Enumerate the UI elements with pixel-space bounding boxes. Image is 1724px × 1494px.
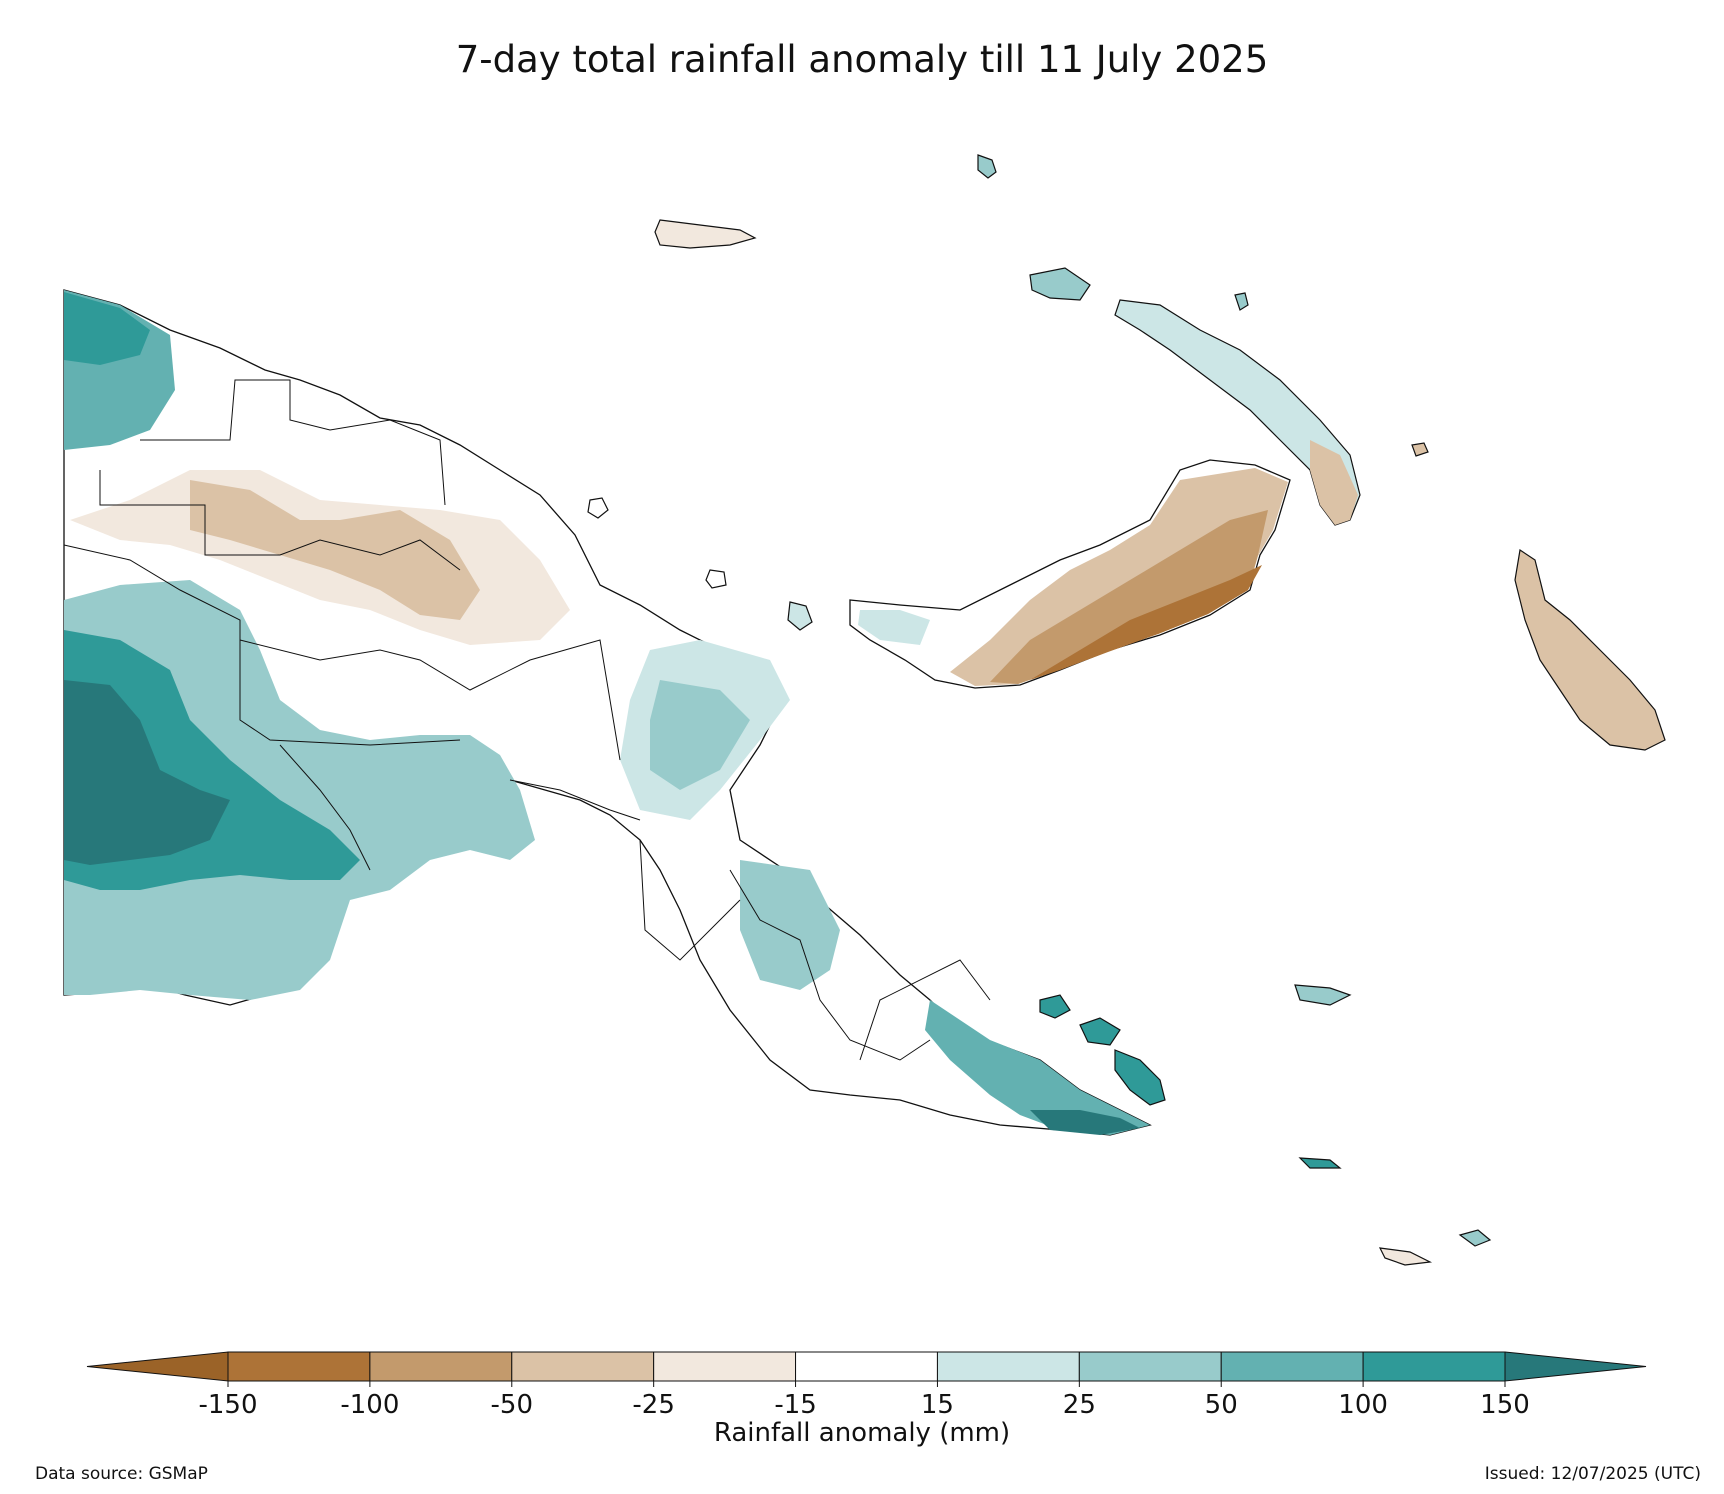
colorbar-bin [653, 1351, 797, 1382]
colorbar-over-extension [1504, 1351, 1647, 1382]
colorbar-bin [511, 1351, 655, 1382]
island-woodlark [1294, 984, 1352, 1006]
anomaly-southeast-teal [740, 860, 840, 990]
new-britain-anomaly-teal [858, 610, 930, 645]
island-lihir [1411, 442, 1429, 457]
colorbar-tick-label: 15 [921, 1390, 954, 1420]
new-ireland-anomaly-brown [1310, 440, 1358, 525]
colorbar [86, 1351, 1647, 1382]
colorbar-bin [227, 1351, 371, 1382]
colorbar-ticks: -150 -100 -50 -25 -15 15 25 50 100 150 [198, 1381, 1530, 1420]
island-bougainville [1514, 548, 1666, 751]
island-mussau [977, 154, 997, 179]
island-misima [1298, 1157, 1342, 1169]
new-britain-anomaly-mid [990, 510, 1268, 684]
island-new-ireland [1029, 267, 1361, 526]
colorbar-bin [1078, 1351, 1222, 1382]
colorbar-tick-label: -25 [632, 1390, 674, 1420]
anomaly-west-teal [64, 580, 535, 1000]
new-britain-anomaly-dark [1030, 565, 1262, 680]
colorbar-tick-label: -100 [340, 1390, 399, 1420]
anomaly-west-core [64, 680, 230, 865]
anomaly-highlands-mid [190, 480, 480, 620]
province-borders [63, 379, 991, 1061]
png-mainland [63, 289, 1152, 1136]
colorbar-tick-label: -15 [774, 1390, 816, 1420]
island-long [705, 569, 727, 589]
data-source-note: Data source: GSMaP [35, 1464, 208, 1484]
island-karkar [587, 497, 609, 519]
island-fergusson [1114, 1049, 1166, 1106]
colorbar-tick-label: 50 [1205, 1390, 1238, 1420]
colorbar-tick-label: 25 [1063, 1390, 1096, 1420]
island-sudest [1378, 1247, 1433, 1266]
colorbar-under-extension [86, 1351, 229, 1382]
colorbar-tick-label: 150 [1480, 1390, 1530, 1420]
colorbar-bin [1362, 1351, 1506, 1382]
new-britain-anomaly-light [950, 468, 1288, 686]
anomaly-northwest-core [64, 292, 150, 365]
issued-date-note: Issued: 12/07/2025 (UTC) [1484, 1464, 1701, 1484]
anomaly-tip-teal [925, 1000, 1150, 1135]
colorbar-bin [1220, 1351, 1364, 1382]
map-title: 7-day total rainfall anomaly till 11 Jul… [455, 38, 1269, 81]
island-umboi [787, 601, 813, 631]
anomaly-tip-deep [1030, 1110, 1140, 1135]
island-tabar [1234, 292, 1249, 311]
colorbar-bin [936, 1351, 1080, 1382]
colorbar-tick-label: -50 [491, 1390, 533, 1420]
colorbar-label: Rainfall anomaly (mm) [713, 1418, 1011, 1448]
colorbar-tick-label: -150 [198, 1390, 257, 1420]
colorbar-tick-label: 100 [1338, 1390, 1388, 1420]
colorbar-bin [369, 1351, 513, 1382]
island-normanby [1039, 994, 1071, 1019]
new-hanover [1029, 267, 1091, 301]
island-new-britain [849, 459, 1291, 689]
anomaly-east-mid [650, 680, 750, 790]
island-manus [654, 219, 757, 249]
island-goodenough [1079, 1017, 1121, 1046]
colorbar-bin [795, 1351, 938, 1382]
island-rossel [1458, 1229, 1492, 1247]
